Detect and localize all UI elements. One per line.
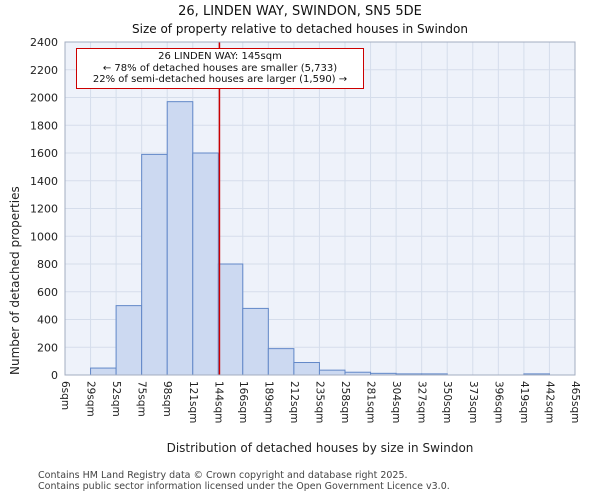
x-tick-label: 144sqm xyxy=(212,381,224,423)
histogram-bar xyxy=(242,307,269,376)
x-tick-label: 373sqm xyxy=(467,381,479,423)
histogram-bar xyxy=(115,305,143,376)
x-tick-label: 258sqm xyxy=(339,381,351,423)
footer-line-2: Contains public sector information licen… xyxy=(38,481,450,492)
y-axis-label: Number of detached properties xyxy=(8,186,22,375)
y-tick-label: 800 xyxy=(37,258,58,271)
x-tick-label: 166sqm xyxy=(237,381,249,423)
y-tick-label: 2200 xyxy=(30,64,58,77)
histogram-bar xyxy=(141,153,168,376)
chart-title: 26, LINDEN WAY, SWINDON, SN5 5DE xyxy=(178,4,422,19)
x-tick-label: 235sqm xyxy=(313,381,325,423)
x-tick-label: 304sqm xyxy=(390,381,402,423)
histogram-bar xyxy=(267,348,295,376)
histogram-bar xyxy=(90,367,117,376)
y-tick-label: 1200 xyxy=(30,203,58,216)
y-tick-label: 200 xyxy=(37,341,58,354)
x-tick-label: 121sqm xyxy=(187,381,199,423)
x-tick-label: 327sqm xyxy=(416,381,428,423)
x-tick-label: 442sqm xyxy=(543,381,555,423)
annotation-line-2: ← 78% of detached houses are smaller (5,… xyxy=(102,62,338,74)
histogram-bar xyxy=(192,152,219,376)
chart-subtitle: Size of property relative to detached ho… xyxy=(132,22,468,36)
footer-attribution: Contains HM Land Registry data © Crown c… xyxy=(38,470,450,492)
y-tick-label: 1400 xyxy=(30,175,58,188)
y-tick-label: 400 xyxy=(37,314,58,327)
annotation-line-3: 22% of semi-detached houses are larger (… xyxy=(92,74,348,85)
histogram-bar xyxy=(318,369,346,376)
x-tick-label: 281sqm xyxy=(365,381,377,423)
y-tick-label: 600 xyxy=(37,286,58,299)
y-tick-label: 1000 xyxy=(30,230,58,243)
histogram-bar xyxy=(166,101,194,376)
y-tick-label: 2000 xyxy=(30,92,58,105)
x-tick-label: 350sqm xyxy=(441,381,453,423)
y-tick-label: 1600 xyxy=(30,147,58,160)
y-tick-label: 0 xyxy=(51,369,58,382)
x-tick-label: 29sqm xyxy=(85,381,97,417)
histogram-bar xyxy=(293,362,320,376)
y-tick-label: 2400 xyxy=(30,36,58,49)
x-tick-label: 52sqm xyxy=(110,381,122,417)
histogram-chart: 0 200 400 600 800 1000 1200 1400 1600 1800 2000 220… xyxy=(30,36,581,423)
x-tick-label: 396sqm xyxy=(492,381,504,423)
x-axis-label: Distribution of detached houses by size … xyxy=(166,441,474,455)
x-tick-label: 212sqm xyxy=(288,381,300,423)
footer-line-1: Contains HM Land Registry data © Crown c… xyxy=(38,470,408,481)
x-tick-label: 6sqm xyxy=(59,381,71,410)
y-tick-label: 1800 xyxy=(30,119,58,132)
x-tick-label: 189sqm xyxy=(262,381,274,423)
x-tick-label: 419sqm xyxy=(518,381,530,423)
plot-border xyxy=(64,41,576,376)
marker-annotation-box: 26 LINDEN WAY: 145sqm ← 78% of detached … xyxy=(76,48,364,89)
histogram-bar xyxy=(217,263,244,376)
x-tick-label: 98sqm xyxy=(161,381,173,417)
x-tick-label: 75sqm xyxy=(136,381,148,417)
x-tick-label: 465sqm xyxy=(569,381,581,423)
annotation-line-1: 26 LINDEN WAY: 145sqm xyxy=(158,51,282,62)
